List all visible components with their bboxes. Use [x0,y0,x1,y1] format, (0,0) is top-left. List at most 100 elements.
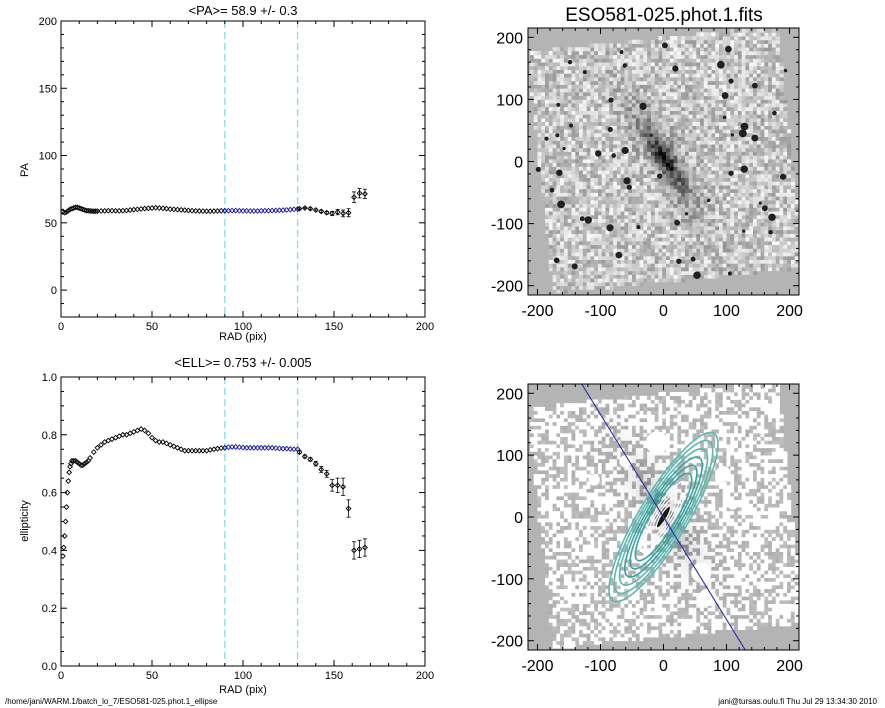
contour-image-y-tick-label: -200 [491,634,523,651]
pa-data-point [301,205,308,211]
image-star [722,115,727,119]
image-y-tick-label: -200 [491,279,523,296]
pa-y-tick-label: 100 [39,151,57,163]
image-y-tick-label: 100 [496,92,523,109]
contour-image-panel: -200 -100 0 100 200 -200 -100 0 100 200 [491,383,803,675]
contour-image-y-tick-label: 0 [514,510,523,527]
pa-data-point [65,207,72,214]
contour-image-contour [645,489,682,545]
pa-data-point [174,206,181,213]
ellipticity-data-point [138,426,145,432]
pa-data-point [351,194,357,201]
image-star [606,224,614,232]
pa-data-point [329,210,336,217]
ellipticity-data-point [334,482,341,489]
image-star [622,63,627,68]
image-star [728,170,734,176]
image-star [579,216,585,222]
image-star [758,201,762,205]
ellipticity-data-point [232,444,239,450]
ellipticity-data-point [61,533,68,539]
ellipticity-data-point [83,459,90,466]
ellipticity-data-point [61,544,67,551]
contour-image-contour [634,472,693,562]
image-star [740,165,748,173]
pa-data-point [236,207,243,214]
image-star [740,122,749,131]
pa-data-point [296,205,303,212]
ellipticity-y-tick-label: 1.0 [42,372,57,384]
image-star [615,251,623,259]
ellipticity-y-tick-label: 0.0 [42,661,57,673]
pa-data-point [362,190,368,197]
ellipticity-data-point [283,445,290,452]
image-y-tick-label: 0 [514,155,523,172]
pa-data-point [356,190,363,197]
ellipticity-data-point [170,443,177,450]
ellipticity-data-point [345,505,352,512]
image-star [672,65,679,72]
ellipticity-data-point [296,449,303,456]
image-star [608,97,614,103]
ellipticity-data-point [307,456,314,463]
pa-data-point [334,209,341,215]
image-star [676,258,682,264]
image-star [571,263,578,270]
pa-data-point [63,209,70,215]
image-star [535,166,541,172]
image-star [674,219,680,226]
pa-y-tick-label: 200 [39,16,57,28]
pa-x-tick-label: 50 [146,321,158,333]
ellipticity-data-point [174,444,181,451]
ellipticity-data-point [312,460,319,467]
image-x-tick-label: 200 [776,303,803,320]
ellipticity-data-point [340,483,347,490]
pa-data-point [345,209,352,216]
pa-data-point [178,206,185,213]
ellipticity-y-axis-label: ellipticity [19,500,31,542]
ellipticity-plot-frame [60,376,426,667]
pa-data-point [72,204,79,211]
image-star [742,229,746,233]
pa-data-point [318,208,325,215]
ellipticity-data-point [63,504,70,510]
ellipticity-data-point [178,446,185,453]
ellipticity-data-point [70,457,77,464]
ellipticity-data-point [269,444,276,451]
pa-data-point [85,207,92,214]
image-star [727,271,732,276]
pa-data-point [340,210,347,217]
image-star [751,82,758,89]
image-star [761,205,768,212]
image-star [611,153,616,158]
contour-image-x-tick-label: -100 [584,658,616,675]
image-star [658,146,663,151]
image-star [738,129,747,138]
image-star [619,50,624,54]
pa-data-point [83,207,90,214]
image-star [569,123,574,128]
image-star [690,256,696,262]
ellipticity-y-tick-label: 0.2 [42,603,57,615]
contour-image-mask-region [619,455,632,468]
ellipticity-data-point [87,454,94,461]
image-star [693,271,701,279]
image-star [717,60,725,69]
pa-y-axis-label: PA [19,162,31,177]
image-star [555,133,560,138]
pa-data-point [232,207,239,214]
ellipticity-data-point [287,446,294,452]
contour-image-mask-region [691,562,712,583]
image-x-tick-label: -100 [584,303,616,320]
pa-data-point [61,209,68,216]
ellipticity-data-point [159,439,166,445]
contour-image-mask-region [588,474,600,486]
contour-image-mask-region [715,466,731,482]
image-star [553,257,560,264]
ellipticity-x-tick-label: 200 [416,670,434,682]
image-star [721,92,729,99]
ellipticity-data-point [79,462,86,469]
ellipticity-data-point [272,445,279,452]
ellipticity-data-point [65,478,72,484]
pa-data-point [89,208,95,215]
